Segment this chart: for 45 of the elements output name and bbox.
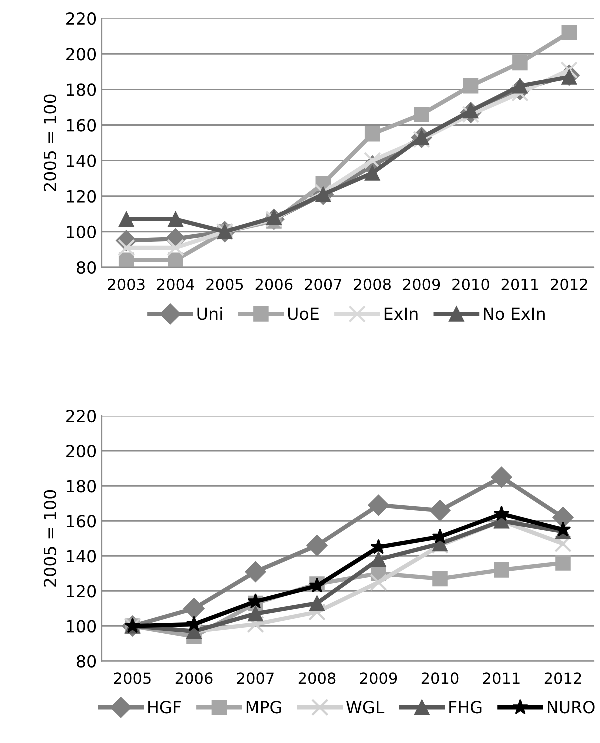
x-tick-label: 2009 bbox=[360, 672, 398, 684]
y-tick-label: 180 bbox=[67, 480, 96, 493]
y-tick-label: 200 bbox=[66, 48, 96, 61]
x-tick-label: 2004 bbox=[157, 278, 194, 290]
y-axis-title: 2005 = 100 bbox=[44, 94, 57, 192]
y-tick-label: 120 bbox=[67, 190, 96, 203]
y-tick-label: 160 bbox=[67, 515, 96, 528]
x-tick-label: 2011 bbox=[483, 672, 520, 684]
x-tick-label: 2008 bbox=[298, 672, 336, 684]
x-tick-label: 2005 bbox=[114, 672, 151, 684]
y-tick-label: 220 bbox=[66, 12, 96, 26]
y-tick-label: 100 bbox=[67, 620, 96, 633]
legend-label: MPG bbox=[246, 701, 282, 714]
x-tick-label: 2007 bbox=[237, 672, 274, 684]
y-tick-label: 140 bbox=[67, 154, 96, 168]
legend-label: WGL bbox=[346, 701, 385, 714]
y-tick-label: 100 bbox=[67, 226, 96, 238]
x-tick-label: 2010 bbox=[452, 278, 490, 290]
y-tick-label: 80 bbox=[77, 261, 96, 274]
y-tick-label: 80 bbox=[77, 655, 96, 668]
x-tick-label: 2005 bbox=[206, 278, 244, 290]
y-tick-label: 120 bbox=[67, 585, 96, 598]
y-tick-label: 160 bbox=[67, 119, 96, 132]
legend-label: Uni bbox=[198, 307, 222, 320]
x-tick-label: 2012 bbox=[551, 278, 588, 290]
legend-label: UoE bbox=[288, 308, 319, 320]
x-tick-label: 2009 bbox=[403, 278, 440, 290]
legend-label: NURO bbox=[548, 701, 595, 714]
legend-label: ExIn bbox=[384, 308, 418, 320]
x-tick-label: 2012 bbox=[544, 672, 582, 684]
x-tick-label: 2003 bbox=[108, 278, 145, 290]
legend-label: HGF bbox=[148, 701, 181, 714]
y-tick-label: 200 bbox=[66, 445, 96, 458]
x-tick-label: 2010 bbox=[422, 672, 459, 684]
y-axis-title: 2005 = 100 bbox=[44, 490, 57, 587]
y-tick-label: 220 bbox=[66, 410, 96, 423]
x-tick-label: 2006 bbox=[176, 672, 213, 684]
legend-label: No ExIn bbox=[484, 308, 545, 320]
x-tick-label: 2007 bbox=[305, 278, 342, 290]
y-tick-label: 180 bbox=[67, 84, 96, 96]
x-tick-label: 2011 bbox=[502, 278, 538, 290]
x-tick-label: 2006 bbox=[256, 278, 293, 290]
y-tick-label: 140 bbox=[67, 550, 96, 563]
x-tick-label: 2008 bbox=[354, 278, 391, 290]
legend-label: FHG bbox=[450, 701, 482, 714]
